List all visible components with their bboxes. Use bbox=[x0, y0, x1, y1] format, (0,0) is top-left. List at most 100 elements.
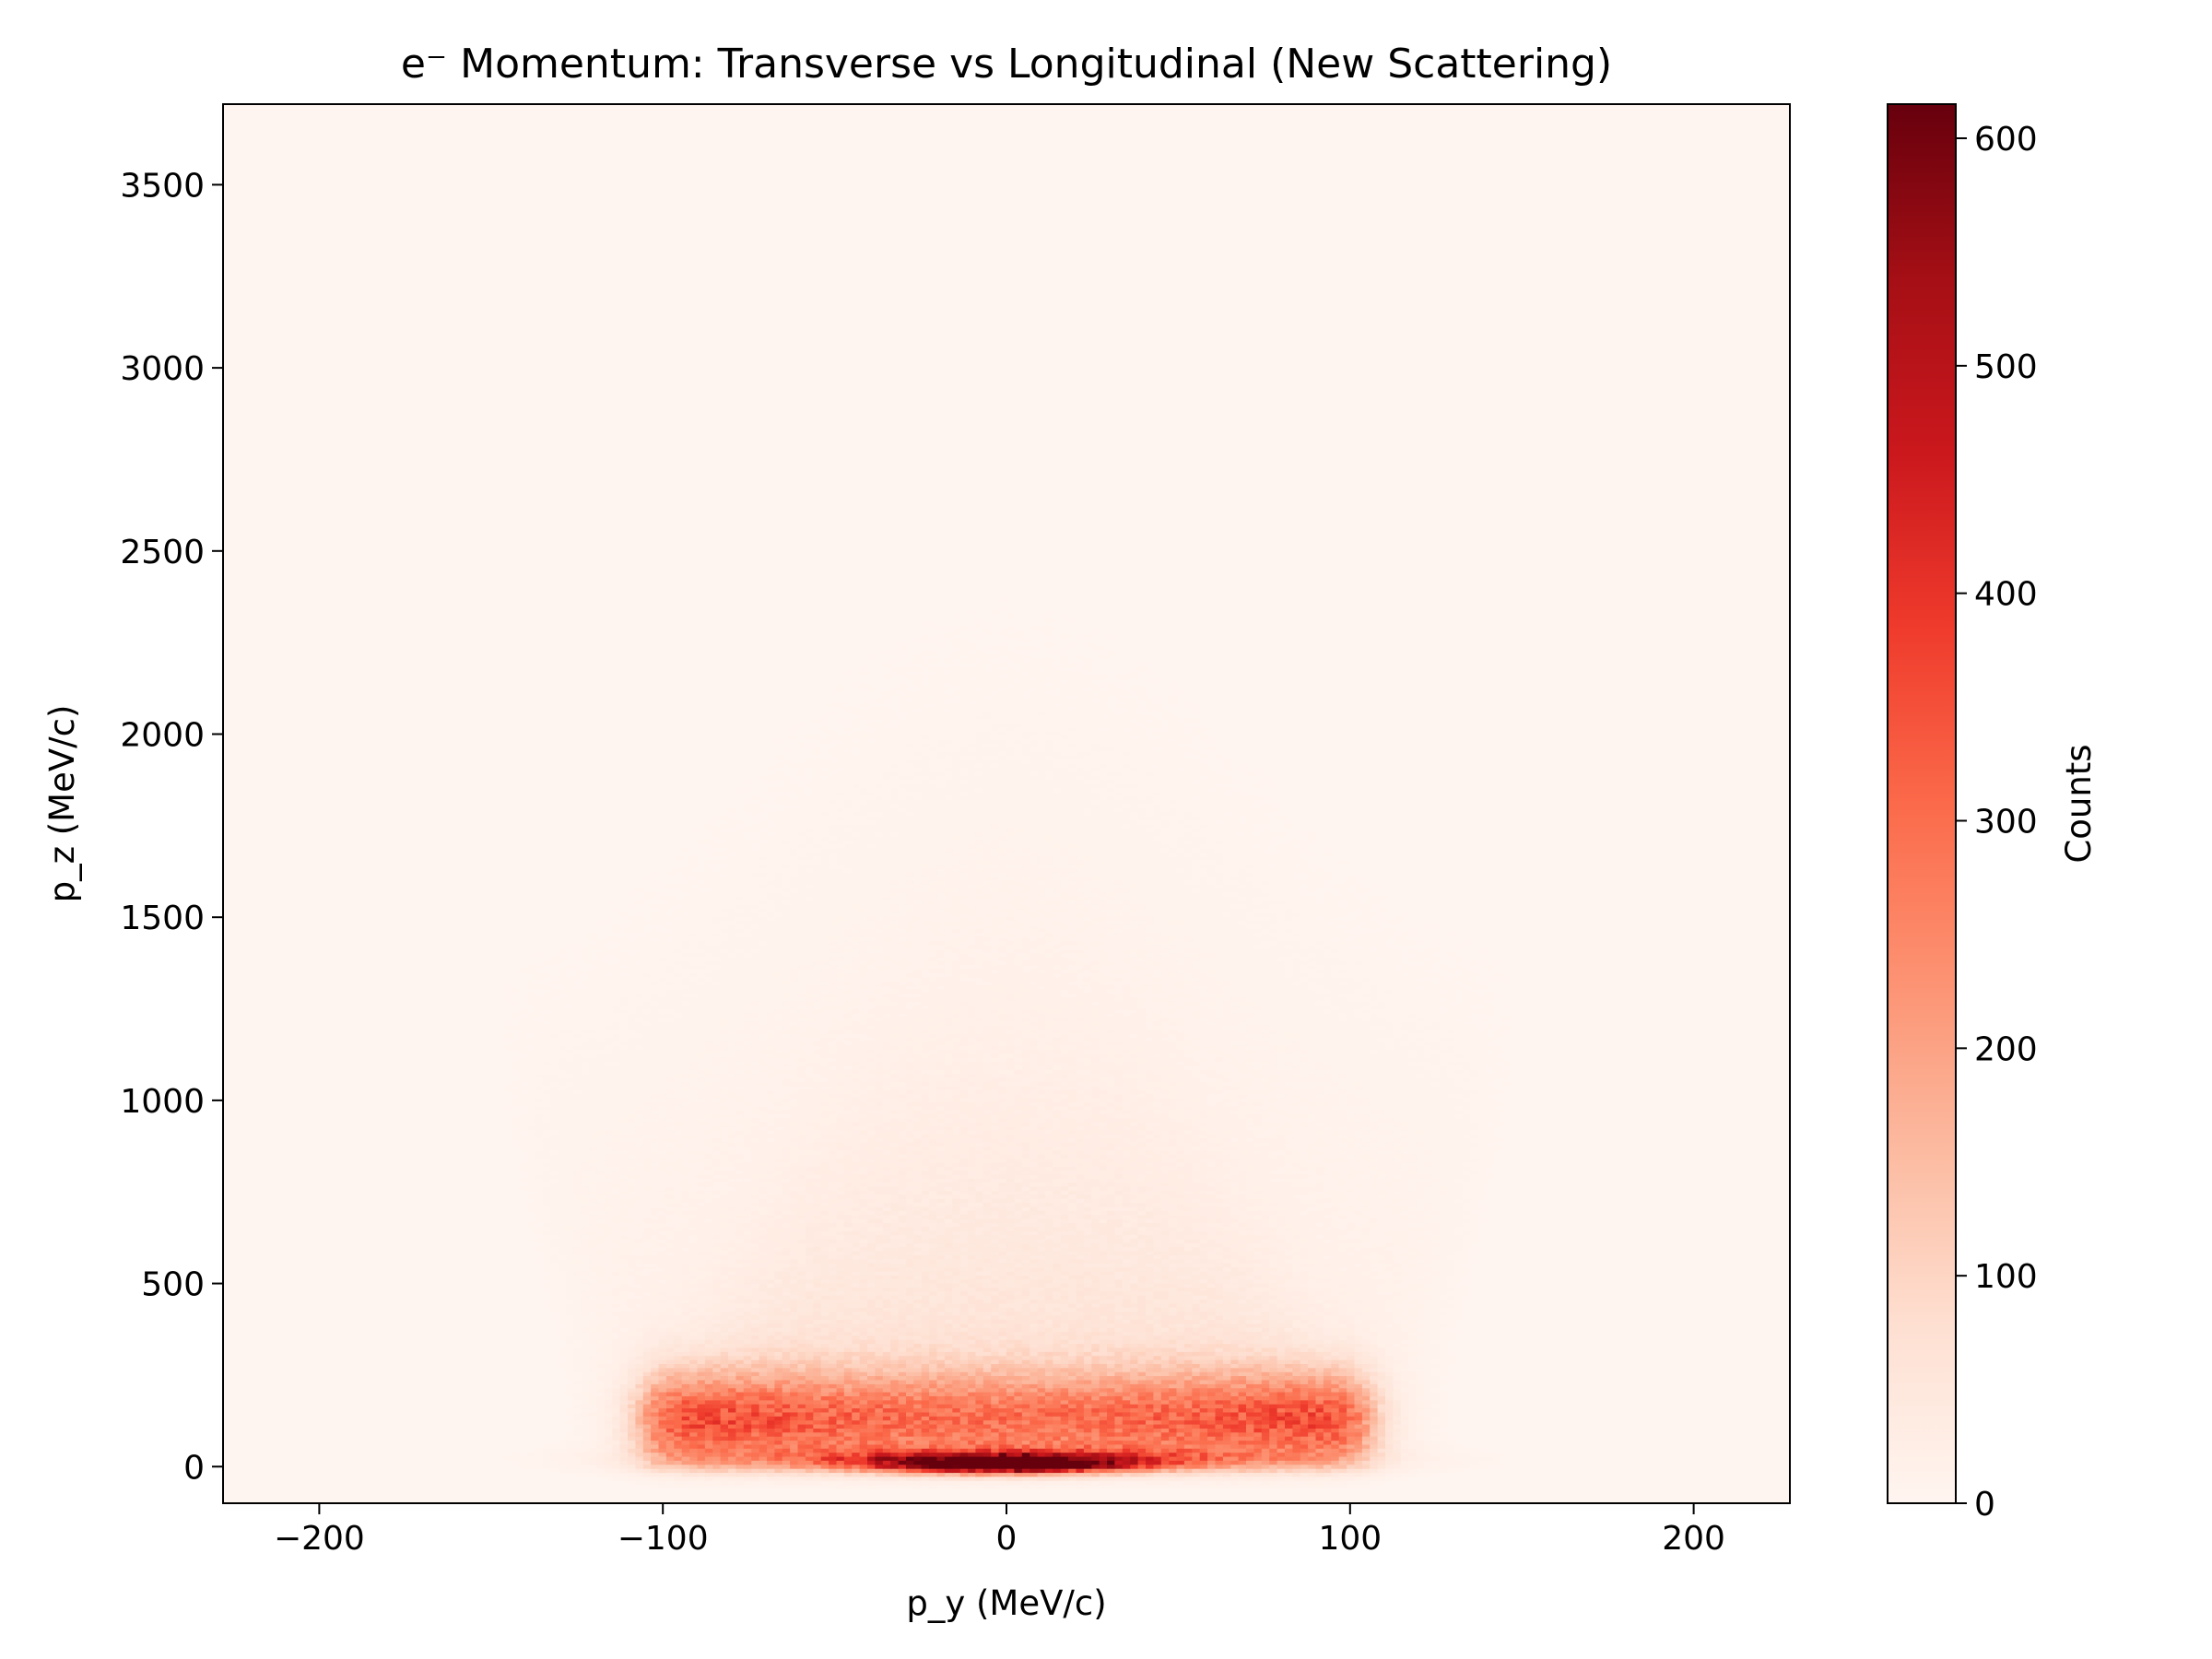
heatmap-cell bbox=[681, 1460, 690, 1465]
heatmap-cell bbox=[1215, 1375, 1224, 1381]
heatmap-cell bbox=[968, 1363, 977, 1369]
heatmap-cell bbox=[991, 1375, 1000, 1381]
heatmap-cell bbox=[805, 1379, 815, 1384]
heatmap-cell bbox=[774, 1391, 783, 1396]
heatmap-cell bbox=[1308, 1431, 1317, 1437]
heatmap-cell bbox=[1169, 1403, 1178, 1409]
heatmap-cell bbox=[959, 1363, 969, 1369]
heatmap-cell bbox=[1308, 1319, 1317, 1324]
heatmap-cell bbox=[1424, 1351, 1433, 1357]
heatmap-cell bbox=[743, 1476, 752, 1481]
heatmap-cell bbox=[797, 1419, 806, 1425]
heatmap-cell bbox=[1230, 1326, 1240, 1333]
heatmap-cell bbox=[1347, 1363, 1356, 1369]
heatmap-cell bbox=[596, 1440, 606, 1445]
heatmap-cell bbox=[1261, 1395, 1270, 1401]
heatmap-cell bbox=[1222, 1399, 1232, 1405]
heatmap-cell bbox=[651, 1383, 660, 1389]
heatmap-cell bbox=[906, 1359, 915, 1364]
heatmap-cell bbox=[1207, 1416, 1217, 1421]
heatmap-cell bbox=[1014, 1464, 1023, 1469]
heatmap-cell bbox=[1230, 1467, 1240, 1474]
heatmap-cell bbox=[843, 1455, 853, 1461]
heatmap-cell bbox=[642, 1375, 652, 1381]
heatmap-cell bbox=[1300, 1347, 1309, 1352]
heatmap-cell bbox=[1354, 1423, 1363, 1429]
heatmap-cell bbox=[619, 1323, 629, 1328]
heatmap-cell bbox=[1338, 1476, 1347, 1481]
heatmap-cell bbox=[1176, 1428, 1185, 1433]
heatmap-cell bbox=[1308, 1314, 1317, 1320]
heatmap-cell bbox=[1160, 1476, 1170, 1481]
heatmap-cell bbox=[1354, 1343, 1363, 1348]
heatmap-cell bbox=[790, 1391, 799, 1396]
heatmap-cell bbox=[1107, 1363, 1116, 1369]
heatmap-cell bbox=[805, 1314, 815, 1320]
heatmap-cell bbox=[1107, 1484, 1116, 1489]
heatmap-cell bbox=[612, 1355, 621, 1360]
heatmap-cell bbox=[1347, 1367, 1356, 1372]
heatmap-cell bbox=[1060, 1367, 1069, 1372]
heatmap-cell bbox=[1253, 1455, 1263, 1461]
heatmap-cell bbox=[728, 1407, 737, 1413]
heatmap-cell bbox=[1160, 1452, 1170, 1457]
heatmap-cell bbox=[921, 1423, 930, 1429]
heatmap-cell bbox=[843, 1428, 853, 1433]
heatmap-cell bbox=[735, 1339, 745, 1345]
heatmap-cell bbox=[813, 1363, 822, 1369]
heatmap-cell bbox=[743, 1428, 752, 1433]
heatmap-cell bbox=[1037, 1435, 1046, 1441]
heatmap-cell bbox=[1215, 1419, 1224, 1425]
heatmap-cell bbox=[1183, 1339, 1194, 1345]
heatmap-cell bbox=[1160, 1423, 1170, 1429]
heatmap-cell bbox=[658, 1411, 667, 1417]
heatmap-cell bbox=[1300, 1455, 1309, 1461]
heatmap-cell bbox=[642, 1455, 652, 1461]
heatmap-cell bbox=[628, 1343, 637, 1348]
heatmap-cell bbox=[573, 1331, 582, 1336]
heatmap-cell bbox=[1377, 1371, 1386, 1377]
heatmap-cell bbox=[975, 1383, 984, 1389]
heatmap-cell bbox=[1261, 1419, 1270, 1425]
heatmap-cell bbox=[1207, 1407, 1217, 1413]
heatmap-cell bbox=[1285, 1423, 1294, 1429]
heatmap-cell bbox=[913, 1403, 923, 1409]
heatmap-cell bbox=[604, 1391, 613, 1396]
heatmap-cell bbox=[968, 1347, 977, 1352]
heatmap-cell bbox=[1277, 1319, 1286, 1324]
heatmap-cell bbox=[1447, 1326, 1456, 1333]
heatmap-cell bbox=[959, 1452, 969, 1457]
heatmap-cell bbox=[929, 1480, 938, 1486]
heatmap-cell bbox=[1199, 1431, 1208, 1437]
heatmap-cell bbox=[1370, 1452, 1379, 1457]
heatmap-cell bbox=[743, 1387, 752, 1393]
heatmap-cell bbox=[890, 1464, 900, 1469]
heatmap-cell bbox=[1385, 1423, 1394, 1429]
heatmap-cell bbox=[604, 1371, 613, 1377]
heatmap-cell bbox=[628, 1467, 637, 1474]
heatmap-cell bbox=[759, 1351, 768, 1357]
heatmap-cell bbox=[565, 1448, 575, 1453]
heatmap-cell bbox=[1261, 1367, 1270, 1372]
heatmap-cell bbox=[681, 1419, 690, 1425]
heatmap-cell bbox=[774, 1326, 783, 1333]
heatmap-cell bbox=[968, 1391, 977, 1396]
heatmap-cell bbox=[1323, 1379, 1333, 1384]
heatmap-cell bbox=[782, 1326, 791, 1333]
heatmap-cell bbox=[1137, 1335, 1147, 1340]
heatmap-cell bbox=[751, 1383, 760, 1389]
heatmap-cell bbox=[1323, 1399, 1333, 1405]
heatmap-cell bbox=[1238, 1411, 1247, 1417]
heatmap-cell bbox=[1253, 1448, 1263, 1453]
heatmap-cell bbox=[1068, 1375, 1077, 1381]
heatmap-cell bbox=[1377, 1387, 1386, 1393]
heatmap-cell bbox=[1199, 1359, 1208, 1364]
heatmap-cell bbox=[689, 1419, 699, 1425]
heatmap-cell bbox=[767, 1443, 776, 1449]
heatmap-cell bbox=[1160, 1395, 1170, 1401]
heatmap-cell bbox=[1137, 1480, 1147, 1486]
heatmap-cell bbox=[774, 1431, 783, 1437]
heatmap-cell bbox=[642, 1351, 652, 1357]
heatmap-cell bbox=[1261, 1391, 1270, 1396]
heatmap-cell bbox=[665, 1480, 676, 1486]
